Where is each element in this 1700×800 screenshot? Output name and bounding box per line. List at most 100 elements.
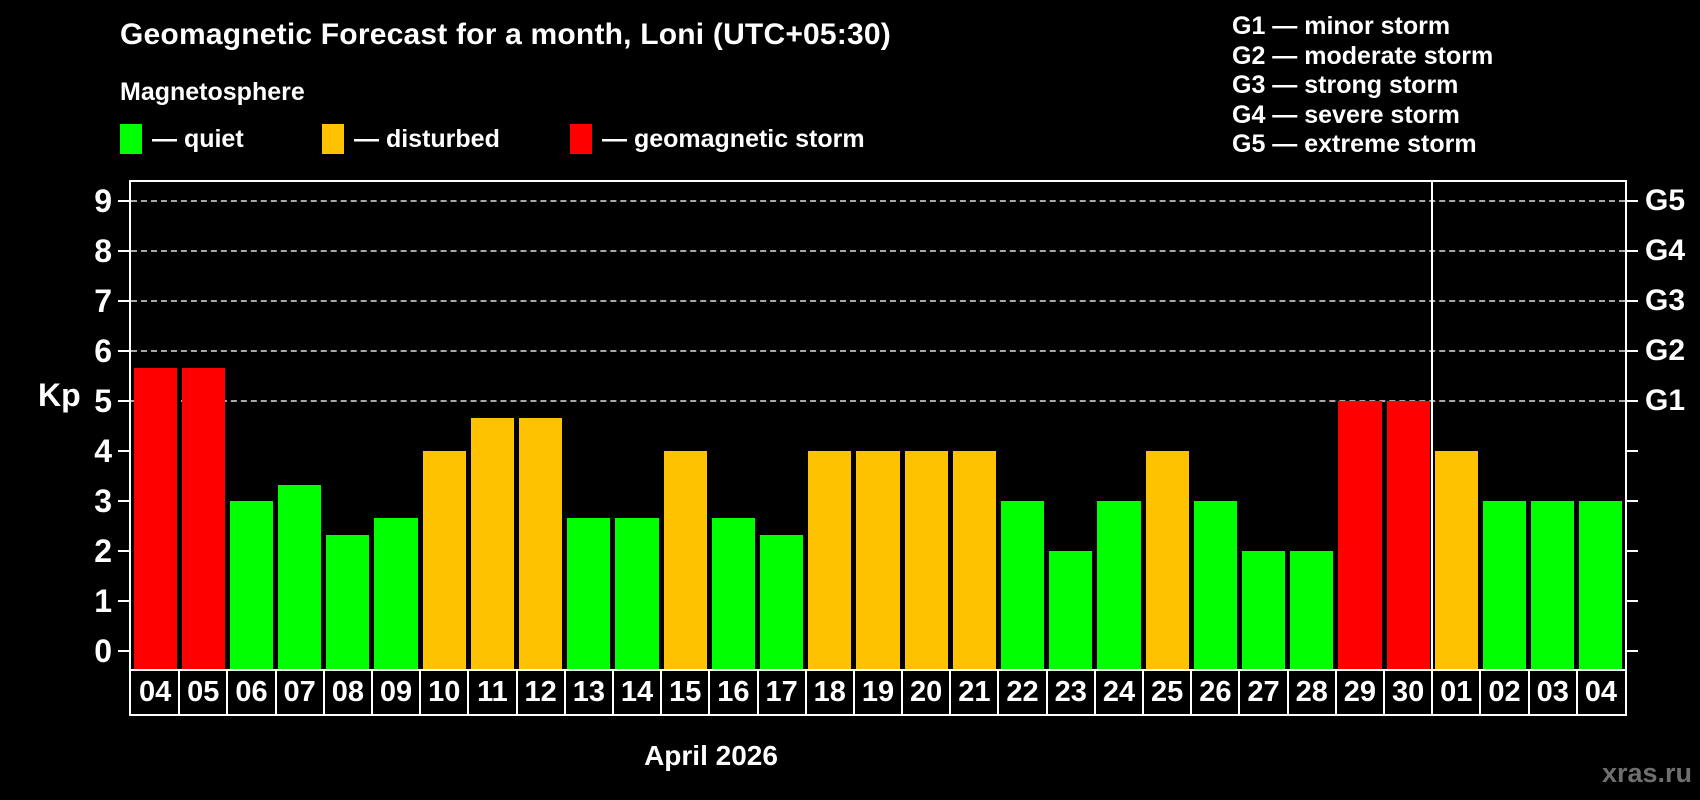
y-tick-right-2 xyxy=(1627,550,1638,552)
g-scale-label-g3: G3 xyxy=(1645,284,1686,317)
bar-day-05 xyxy=(181,367,225,669)
bar-day-01 xyxy=(1434,451,1478,669)
watermark: xras.ru xyxy=(1601,758,1692,788)
day-label-28: 28 xyxy=(1295,676,1328,708)
g-scale-legend-g5: G5 — extreme storm xyxy=(1232,130,1477,158)
day-cell-divider xyxy=(1190,671,1193,714)
bar-day-24 xyxy=(1097,501,1141,669)
y-tick-right-1 xyxy=(1627,600,1638,602)
day-label-01: 01 xyxy=(1440,676,1473,708)
gridline-kp8 xyxy=(131,250,1625,252)
y-tick-label-8: 8 xyxy=(94,233,112,269)
y-tick-left-6 xyxy=(118,350,129,352)
day-cell-divider xyxy=(756,671,759,714)
bar-day-04 xyxy=(1579,501,1623,669)
bar-day-15 xyxy=(663,451,707,669)
day-label-11: 11 xyxy=(477,676,508,708)
day-cell-divider xyxy=(804,671,807,714)
y-axis-label: Kp xyxy=(38,377,81,413)
day-cell-divider xyxy=(997,671,1000,714)
day-cell-divider xyxy=(1238,671,1241,714)
day-label-15: 15 xyxy=(669,676,702,708)
bar-day-02 xyxy=(1482,501,1527,669)
bar-day-10 xyxy=(422,451,466,669)
day-label-22: 22 xyxy=(1006,676,1039,708)
day-label-03: 03 xyxy=(1536,676,1569,708)
g-scale-label-g4: G4 xyxy=(1645,234,1686,267)
day-cell-divider xyxy=(274,671,277,714)
y-tick-label-7: 7 xyxy=(94,283,112,319)
y-tick-left-2 xyxy=(118,550,129,552)
gridline-kp9 xyxy=(131,200,1625,202)
bar-day-27 xyxy=(1241,551,1286,669)
day-cell-divider xyxy=(467,671,470,714)
gridline-kp6 xyxy=(131,350,1625,352)
y-tick-left-3 xyxy=(118,500,129,502)
day-cell-divider xyxy=(1479,671,1482,714)
day-cell-divider xyxy=(1142,671,1145,714)
legend-label-disturbed: — disturbed xyxy=(354,125,500,153)
bar-day-19 xyxy=(856,451,900,669)
g-scale-legend-g1: G1 — minor storm xyxy=(1232,12,1451,40)
day-label-26: 26 xyxy=(1199,676,1232,708)
day-cell-divider xyxy=(1575,671,1578,714)
y-tick-label-0: 0 xyxy=(94,633,112,669)
y-tick-left-0 xyxy=(118,650,129,652)
y-tick-left-4 xyxy=(118,450,129,452)
y-tick-label-6: 6 xyxy=(94,333,112,369)
y-tick-label-3: 3 xyxy=(94,483,112,519)
day-cell-divider xyxy=(1045,671,1048,714)
y-tick-right-4 xyxy=(1627,450,1638,452)
y-tick-label-2: 2 xyxy=(94,533,112,569)
bar-day-03 xyxy=(1531,501,1575,669)
day-cell-divider xyxy=(611,671,614,714)
day-cell-divider xyxy=(1383,671,1386,714)
month-divider xyxy=(1431,182,1434,669)
day-label-27: 27 xyxy=(1247,676,1280,708)
gridline-kp5 xyxy=(131,400,1625,402)
day-label-21: 21 xyxy=(958,676,991,708)
day-label-02: 02 xyxy=(1488,676,1521,708)
day-label-09: 09 xyxy=(379,676,413,708)
day-cell-divider xyxy=(370,671,373,714)
day-label-17: 17 xyxy=(765,676,798,708)
day-label-14: 14 xyxy=(620,676,654,708)
g-scale-label-g2: G2 xyxy=(1645,334,1686,367)
day-label-29: 29 xyxy=(1343,676,1377,708)
day-label-10: 10 xyxy=(428,676,461,708)
bar-day-22 xyxy=(1000,501,1045,669)
day-label-16: 16 xyxy=(717,676,750,708)
day-label-04: 04 xyxy=(138,676,172,708)
day-cell-divider xyxy=(322,671,325,714)
bar-day-25 xyxy=(1145,451,1189,669)
chart-subtitle: Magnetosphere xyxy=(120,78,305,106)
y-tick-left-7 xyxy=(118,300,129,302)
x-axis-label: April 2026 xyxy=(644,740,778,771)
g-scale-legend-g4: G4 — severe storm xyxy=(1232,101,1460,129)
y-tick-right-6 xyxy=(1627,350,1638,352)
day-label-12: 12 xyxy=(524,676,557,708)
day-cell-divider xyxy=(515,671,518,714)
bar-day-08 xyxy=(326,534,370,669)
bar-day-18 xyxy=(808,451,852,669)
bar-day-09 xyxy=(374,517,418,669)
day-cell-divider xyxy=(660,671,663,714)
y-tick-right-7 xyxy=(1627,300,1638,302)
g-scale-legend-g3: G3 — strong storm xyxy=(1232,71,1459,99)
bar-day-07 xyxy=(278,484,322,669)
bar-day-06 xyxy=(229,501,274,669)
y-tick-left-8 xyxy=(118,250,129,252)
gridline-kp7 xyxy=(131,300,1625,302)
bar-day-29 xyxy=(1338,401,1382,669)
day-cell-divider xyxy=(1334,671,1337,714)
day-label-06: 06 xyxy=(235,676,268,708)
y-tick-left-1 xyxy=(118,600,129,602)
day-cell-divider xyxy=(1093,671,1096,714)
bar-day-04 xyxy=(133,367,177,669)
bar-day-23 xyxy=(1049,551,1093,669)
day-cell-divider xyxy=(1286,671,1289,714)
day-cell-divider xyxy=(1431,671,1434,714)
x-axis-day-row: 04 05 06 07 08 09 10 11 12 13 14 15 16 17 18 19 20 21 22 23… xyxy=(129,669,1627,716)
day-label-13: 13 xyxy=(572,676,605,708)
g-scale-legend-g2: G2 — moderate storm xyxy=(1232,42,1494,70)
